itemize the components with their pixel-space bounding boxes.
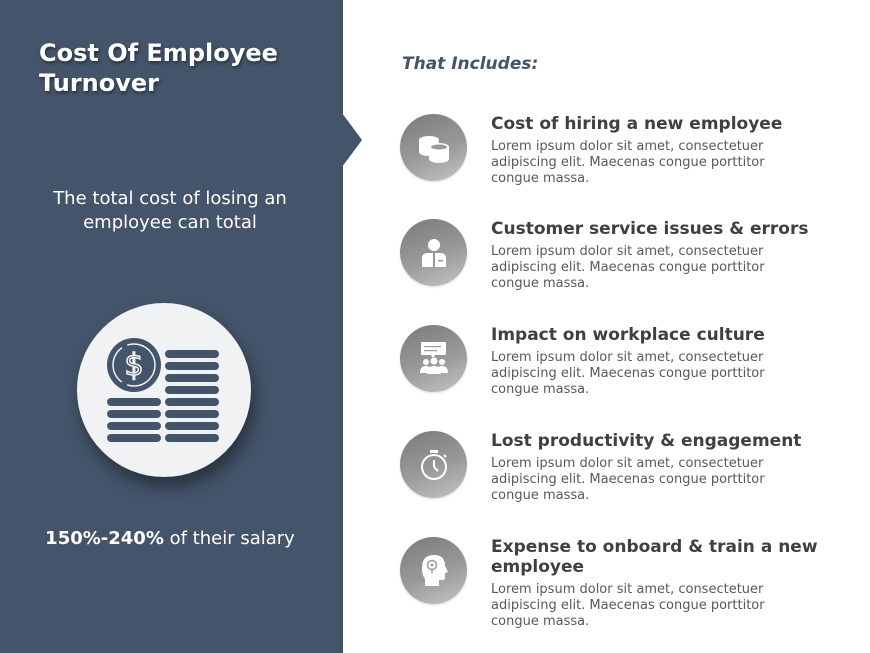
item-title: Impact on workplace culture xyxy=(491,325,765,345)
item-title: Expense to onboard & train a new employe… xyxy=(491,537,818,577)
stopwatch-icon xyxy=(400,431,467,498)
item-title: Customer service issues & errors xyxy=(491,219,809,239)
item-description: Lorem ipsum dolor sit amet, consectetuer… xyxy=(491,582,765,629)
head-idea-icon xyxy=(400,537,467,604)
item-title: Lost productivity & engagement xyxy=(491,431,802,451)
stat-suffix: of their salary xyxy=(163,528,295,549)
team-presentation-icon xyxy=(400,325,467,392)
section-heading: That Includes: xyxy=(402,54,539,74)
stat-value: 150%-240% xyxy=(45,528,164,549)
item-description: Lorem ipsum dolor sit amet, consectetuer… xyxy=(491,350,765,397)
stat-text: 150%-240% of their salary xyxy=(20,527,320,551)
arrow-notch xyxy=(342,113,362,167)
employee-icon xyxy=(400,219,467,286)
item-description: Lorem ipsum dolor sit amet, consectetuer… xyxy=(491,139,765,186)
coins-icon xyxy=(400,114,467,181)
item-description: Lorem ipsum dolor sit amet, consectetuer… xyxy=(491,244,765,291)
item-description: Lorem ipsum dolor sit amet, consectetuer… xyxy=(491,456,765,503)
svg-text:$: $ xyxy=(124,348,143,383)
subtitle: The total cost of losing an employee can… xyxy=(53,188,287,233)
item-title: Cost of hiring a new employee xyxy=(491,114,783,134)
money-stack-icon: $ xyxy=(77,303,251,477)
slide-title: Cost Of Employee Turnover xyxy=(39,39,278,97)
